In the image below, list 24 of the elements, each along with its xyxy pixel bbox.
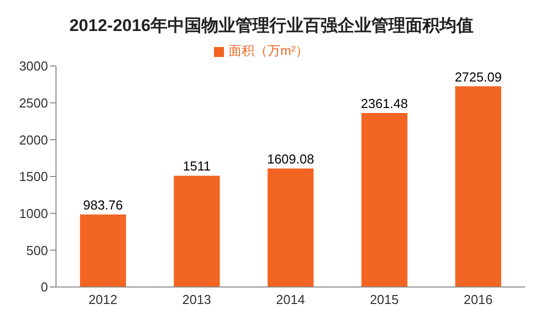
data-label: 983.76 — [83, 198, 123, 213]
y-tick-label: 2500 — [19, 95, 48, 110]
x-tick-label: 2016 — [464, 292, 493, 308]
y-tick-label: 0 — [40, 280, 48, 295]
y-tick-label: 2000 — [19, 132, 48, 148]
legend-label: 面积（万m²） — [228, 43, 309, 58]
data-label: 1609.08 — [267, 151, 314, 166]
y-tick-label: 1000 — [19, 206, 48, 221]
data-label: 2361.48 — [360, 96, 408, 112]
data-label: 1511 — [182, 158, 211, 174]
chart-title: 2012-2016年中国物业管理行业百强企业管理面积均值 — [68, 15, 475, 37]
y-tick-label: 3000 — [19, 58, 48, 74]
bar — [80, 214, 126, 287]
x-tick-label: 2012 — [88, 292, 118, 308]
bar — [455, 86, 502, 287]
data-label: 2725.09 — [454, 69, 502, 84]
bar — [361, 113, 408, 287]
y-tick-label: 500 — [26, 242, 48, 258]
x-tick-label: 2014 — [276, 292, 305, 308]
x-tick-label: 2015 — [370, 292, 399, 308]
bar — [174, 176, 220, 287]
y-tick-label: 1500 — [19, 169, 48, 184]
x-tick-label: 2013 — [182, 292, 212, 308]
bar — [268, 168, 314, 287]
